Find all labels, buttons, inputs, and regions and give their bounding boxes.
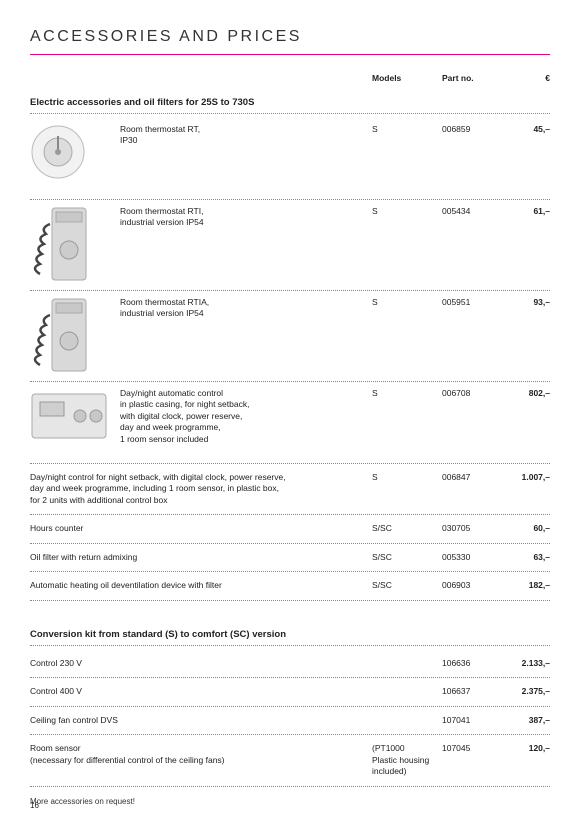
model: (PT1000 Plastic housing included) (372, 743, 442, 777)
model: S/SC (372, 580, 442, 591)
table-row: Day/night automatic control in plastic c… (30, 382, 550, 464)
table-row: Room sensor (necessary for differential … (30, 735, 550, 786)
price: 2.133,– (502, 658, 550, 669)
table-row: Day/night control for night setback, wit… (30, 464, 550, 515)
section-header-1: Electric accessories and oil filters for… (30, 97, 550, 114)
description: Control 230 V (30, 658, 372, 669)
price: 120,– (502, 743, 550, 754)
price: 802,– (502, 388, 550, 399)
product-image (30, 124, 120, 180)
footnote: More accessories on request! (30, 797, 550, 806)
price: 60,– (502, 523, 550, 534)
description: Room sensor (necessary for differential … (30, 743, 372, 766)
table-row: Control 230 V 1066362.133,– (30, 650, 550, 678)
part-number: 005330 (442, 552, 502, 563)
model: S/SC (372, 523, 442, 534)
description: Oil filter with return admixing (30, 552, 372, 563)
table-row: Oil filter with return admixingS/SC00533… (30, 544, 550, 572)
part-number: 006847 (442, 472, 502, 483)
model: S (372, 124, 442, 135)
product-image (30, 206, 120, 284)
table-row: Control 400 V 1066372.375,– (30, 678, 550, 706)
description: Room thermostat RTIA, industrial version… (120, 297, 372, 320)
header-price: € (502, 73, 550, 83)
part-number: 106637 (442, 686, 502, 697)
part-number: 107041 (442, 715, 502, 726)
model: S (372, 206, 442, 217)
part-number: 106636 (442, 658, 502, 669)
model: S (372, 388, 442, 399)
part-number: 006859 (442, 124, 502, 135)
price: 387,– (502, 715, 550, 726)
price: 182,– (502, 580, 550, 591)
description: Automatic heating oil deventilation devi… (30, 580, 372, 591)
header-models: Models (372, 73, 442, 83)
part-number: 107045 (442, 743, 502, 754)
price: 1.007,– (502, 472, 550, 483)
section1-rows: Room thermostat RT, IP30S00685945,– Room… (30, 118, 550, 601)
section2-rows: Control 230 V 1066362.133,– Control 400 V 1… (30, 650, 550, 787)
product-image (30, 388, 120, 444)
description: Hours counter (30, 523, 372, 534)
table-row: Ceiling fan control DVS 107041387,– (30, 707, 550, 735)
table-row: Room thermostat RTIA, industrial version… (30, 291, 550, 382)
part-number: 005434 (442, 206, 502, 217)
part-number: 030705 (442, 523, 502, 534)
model: S (372, 297, 442, 308)
price: 61,– (502, 206, 550, 217)
part-number: 005951 (442, 297, 502, 308)
table-row: Room thermostat RT, IP30S00685945,– (30, 118, 550, 200)
price: 93,– (502, 297, 550, 308)
description: Ceiling fan control DVS (30, 715, 372, 726)
section-header-2: Conversion kit from standard (S) to comf… (30, 629, 550, 646)
model: S (372, 472, 442, 483)
table-row: Automatic heating oil deventilation devi… (30, 572, 550, 600)
description: Room thermostat RTI, industrial version … (120, 206, 372, 229)
page-number: 16 (30, 801, 39, 810)
description: Day/night automatic control in plastic c… (120, 388, 372, 445)
column-headers: Models Part no. € (30, 73, 550, 83)
product-image (30, 297, 120, 375)
price: 45,– (502, 124, 550, 135)
table-row: Hours counterS/SC03070560,– (30, 515, 550, 543)
page-title: ACCESSORIES AND PRICES (30, 28, 550, 55)
description: Control 400 V (30, 686, 372, 697)
model: S/SC (372, 552, 442, 563)
price: 2.375,– (502, 686, 550, 697)
header-part: Part no. (442, 73, 502, 83)
description: Room thermostat RT, IP30 (120, 124, 372, 147)
description: Day/night control for night setback, wit… (30, 472, 372, 506)
price: 63,– (502, 552, 550, 563)
part-number: 006708 (442, 388, 502, 399)
part-number: 006903 (442, 580, 502, 591)
table-row: Room thermostat RTI, industrial version … (30, 200, 550, 291)
